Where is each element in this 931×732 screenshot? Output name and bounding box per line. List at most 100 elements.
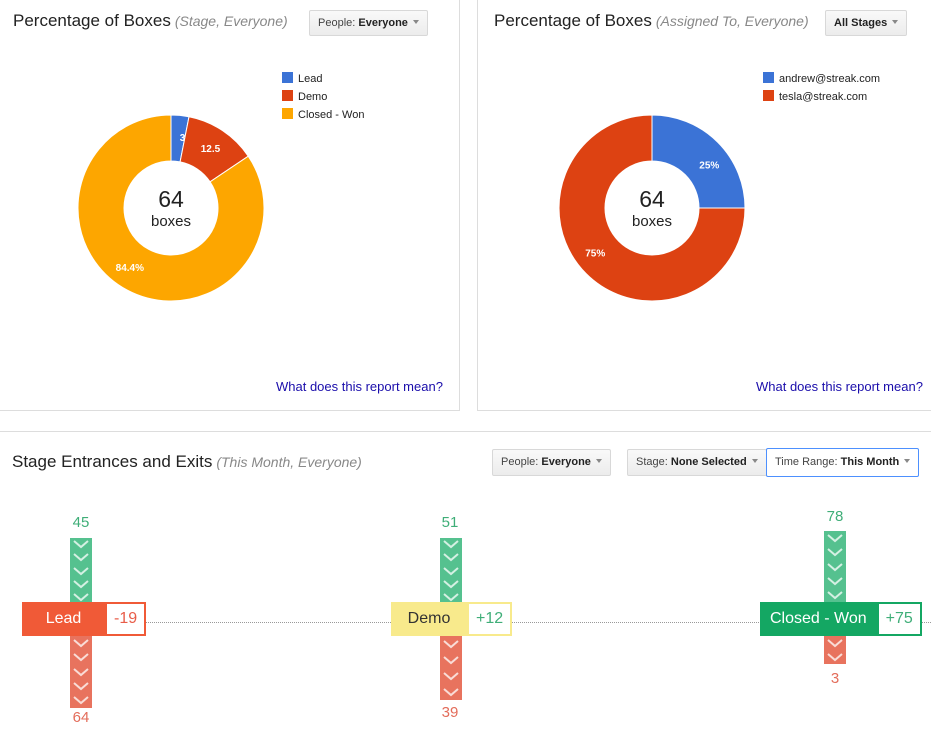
entrances-bar (824, 531, 846, 603)
slice-percent-label: 84.4% (116, 263, 144, 274)
legend-label: tesla@streak.com (779, 91, 868, 103)
caret-down-icon (595, 459, 602, 463)
panel-title: Percentage of Boxes (Stage, Everyone) (13, 11, 288, 31)
chevron-down-icon (443, 655, 459, 664)
chevron-down-icon (73, 579, 89, 589)
dropdown-prefix: Stage: (636, 456, 668, 468)
report-help-link[interactable]: What does this report mean? (756, 379, 923, 394)
stages-dropdown[interactable]: All Stages (825, 10, 908, 36)
legend-item: tesla@streak.com (763, 88, 880, 106)
dropdown-value: Everyone (358, 17, 408, 29)
caret-down-icon (892, 20, 899, 24)
chart-legend: Lead Demo Closed - Won (282, 70, 364, 124)
stage-name: Closed - Won (760, 602, 877, 636)
entrances-bar (70, 538, 92, 604)
stage-donut-chart: 3 12.5 84.4% (77, 114, 265, 302)
title-text: Percentage of Boxes (494, 11, 652, 30)
legend-label: Lead (298, 73, 323, 85)
legend-item: Demo (282, 88, 364, 106)
chevron-down-icon (443, 639, 459, 648)
exits-bar (440, 636, 462, 700)
chart-legend: andrew@streak.com tesla@streak.com (763, 70, 880, 106)
exits-count: 39 (441, 704, 459, 721)
donut-slice-closed-won[interactable] (77, 114, 265, 302)
assignee-percentage-panel: Percentage of Boxes (Assigned To, Everyon… (477, 0, 931, 411)
chevron-down-icon (827, 548, 843, 557)
stage-name: Lead (22, 602, 105, 636)
legend-swatch (763, 72, 774, 83)
entrances-count: 45 (72, 514, 90, 531)
assignee-donut-chart: 25% 75% (558, 114, 746, 302)
chevron-down-icon (827, 533, 843, 543)
title-subtitle: (Stage, Everyone) (174, 13, 288, 29)
chevron-down-icon (827, 652, 843, 661)
box-count: 64 (639, 186, 665, 212)
chevron-down-icon (827, 638, 843, 647)
chevron-down-icon (73, 667, 89, 676)
stage-dropdown[interactable]: Stage: None Selected (627, 449, 767, 476)
chevron-down-icon (443, 579, 459, 589)
legend-item: Closed - Won (282, 106, 364, 124)
dropdown-value: None Selected (670, 456, 747, 468)
caret-down-icon (751, 459, 758, 463)
chevron-down-icon (73, 540, 89, 549)
chevron-down-icon (443, 593, 459, 602)
exits-bar (70, 636, 92, 708)
title-subtitle: (This Month, Everyone) (216, 454, 362, 470)
title-text: Percentage of Boxes (13, 11, 171, 30)
legend-swatch (763, 90, 774, 101)
report-help-link[interactable]: What does this report mean? (276, 379, 443, 394)
box-count-label: boxes (631, 213, 673, 230)
panel-title: Percentage of Boxes (Assigned To, Everyon… (494, 11, 809, 31)
chevron-down-icon (827, 577, 843, 586)
donut-slice-andrew-streak-com[interactable] (651, 114, 746, 209)
legend-label: Closed - Won (298, 109, 365, 121)
exits-count: 64 (72, 709, 90, 726)
exits-count: 3 (830, 670, 840, 687)
panel-title: Stage Entrances and Exits (This Month, Ev… (12, 452, 362, 472)
dropdown-prefix: People: (501, 456, 539, 468)
legend-item: andrew@streak.com (763, 70, 880, 88)
chevron-down-icon (443, 566, 459, 575)
dropdown-value: Everyone (541, 456, 591, 468)
slice-percent-label: 12.5 (201, 144, 221, 155)
chevron-down-icon (443, 671, 459, 680)
title-subtitle: (Assigned To, Everyone) (655, 13, 809, 29)
chevron-down-icon (73, 682, 89, 691)
legend-label: andrew@streak.com (779, 73, 881, 85)
slice-percent-label: 3 (180, 133, 186, 144)
time-range-dropdown[interactable]: Time Range: This Month (766, 448, 920, 477)
stage-net-change: -19 (105, 602, 147, 636)
dropdown-prefix: Time Range: (775, 456, 838, 468)
dropdown-value: All Stages (834, 17, 888, 29)
stage-box-closed-won[interactable]: Closed - Won +75 (760, 602, 922, 636)
entrances-count: 51 (441, 514, 459, 531)
chevron-down-icon (827, 562, 843, 571)
chevron-down-icon (443, 687, 459, 696)
people-dropdown[interactable]: People: Everyone (309, 10, 428, 36)
chevron-down-icon (443, 540, 459, 549)
donut-center: 64 boxes (602, 186, 702, 230)
entrances-bar (440, 538, 462, 604)
caret-down-icon (412, 20, 419, 24)
slice-percent-label: 75% (585, 248, 605, 259)
legend-label: Demo (298, 91, 328, 103)
chevron-down-icon (73, 638, 89, 648)
chevron-down-icon (73, 566, 89, 575)
section-divider (0, 431, 931, 432)
dropdown-value: This Month (840, 456, 900, 468)
legend-item: Lead (282, 70, 364, 88)
chevron-down-icon (443, 553, 459, 562)
stage-box-lead[interactable]: Lead -19 (22, 602, 147, 636)
stage-box-demo[interactable]: Demo +12 (391, 602, 513, 636)
box-count-label: boxes (150, 213, 192, 230)
donut-slice-tesla-streak-com[interactable] (558, 114, 746, 302)
legend-swatch (282, 90, 293, 101)
chevron-down-icon (827, 591, 843, 600)
dropdown-prefix: People: (318, 17, 356, 29)
legend-swatch (282, 72, 293, 83)
chevron-down-icon (73, 653, 89, 662)
people-dropdown[interactable]: People: Everyone (492, 449, 611, 476)
box-count: 64 (158, 186, 184, 212)
title-text: Stage Entrances and Exits (12, 452, 213, 471)
